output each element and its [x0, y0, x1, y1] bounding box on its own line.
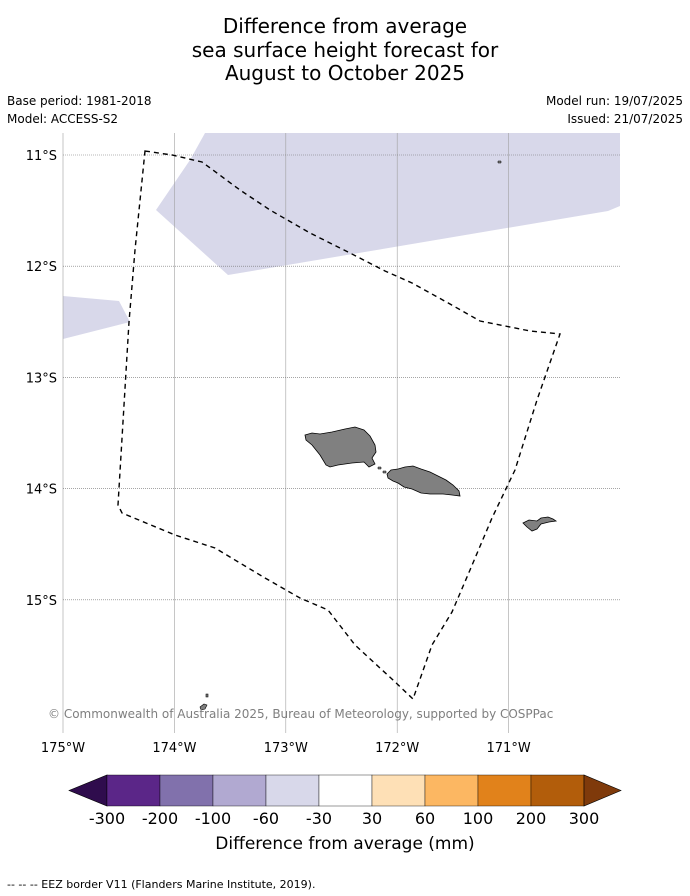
title-line-3: August to October 2025: [224, 61, 466, 85]
lat-tick-label: 15°S: [26, 594, 57, 609]
lat-tick-label: 11°S: [26, 149, 57, 164]
small-island-southwest: [199, 693, 209, 711]
base-period-label: Base period: 1981-2018: [7, 94, 152, 108]
colorbar-tick-label: -100: [195, 809, 231, 828]
lat-tick-label: 12°S: [26, 260, 57, 275]
colorbar-segment: [530, 774, 585, 807]
colorbar-segment: [477, 774, 532, 807]
colorbar-tick-label: 100: [463, 809, 494, 828]
issued-label: Issued: 21/07/2025: [567, 112, 683, 126]
map-axis-labels: 175°W 174°W 173°W 172°W 171°W 11°S 12°S 13°S 14°…: [26, 149, 531, 756]
anomaly-region-west: [63, 296, 130, 339]
colorbar: -300 -200 -100 -60 -30 30 60 100 200 300: [68, 774, 622, 828]
lon-tick-label: 173°W: [264, 741, 308, 756]
colorbar-extend-high: [583, 774, 622, 807]
colorbar-segment: [265, 774, 320, 807]
anomaly-region-north: [156, 133, 620, 275]
colorbar-tick-label: -60: [253, 809, 279, 828]
colorbar-tick-label: 30: [362, 809, 382, 828]
title-line-1: Difference from average: [222, 14, 468, 38]
colorbar-segment: [159, 774, 214, 807]
colorbar-segment: [212, 774, 267, 807]
colorbar-tick-label: 60: [415, 809, 435, 828]
lat-tick-label: 14°S: [26, 483, 57, 498]
model-label: Model: ACCESS-S2: [7, 112, 119, 126]
colorbar-title: Difference from average (mm): [215, 834, 475, 854]
copyright-credit: © Commonwealth of Australia 2025, Bureau…: [48, 707, 554, 721]
manono-apolima-island: [377, 466, 387, 474]
model-run-label: Model run: 19/07/2025: [545, 94, 683, 108]
colorbar-tick-label: -30: [306, 809, 332, 828]
tutuila-island: [522, 516, 558, 532]
colorbar-segment: [318, 774, 373, 807]
lon-tick-label: 174°W: [152, 741, 196, 756]
map-title: Difference from average sea surface heig…: [0, 14, 690, 86]
eez-legend-note: -- -- -- EEZ border V11 (Flanders Marine…: [7, 878, 316, 891]
upolu-island: [386, 465, 461, 497]
title-line-2: sea surface height forecast for: [191, 37, 499, 62]
lat-tick-label: 13°S: [26, 371, 57, 386]
colorbar-tick-label: 200: [516, 809, 547, 828]
lon-tick-label: 172°W: [375, 741, 419, 756]
colorbar-tick-label: -200: [142, 809, 178, 828]
savaii-island: [304, 426, 377, 468]
colorbar-segment: [106, 774, 161, 807]
lon-tick-label: 175°W: [41, 741, 85, 756]
swains-island: [497, 160, 502, 164]
colorbar-extend-low: [68, 774, 108, 807]
colorbar-tick-label: 300: [569, 809, 600, 828]
colorbar-tick-label: -300: [89, 809, 125, 828]
map-gridlines: [62, 133, 620, 733]
lon-tick-label: 171°W: [487, 741, 531, 756]
colorbar-segment: [371, 774, 426, 807]
colorbar-segment: [424, 774, 479, 807]
eez-border: [117, 150, 561, 701]
